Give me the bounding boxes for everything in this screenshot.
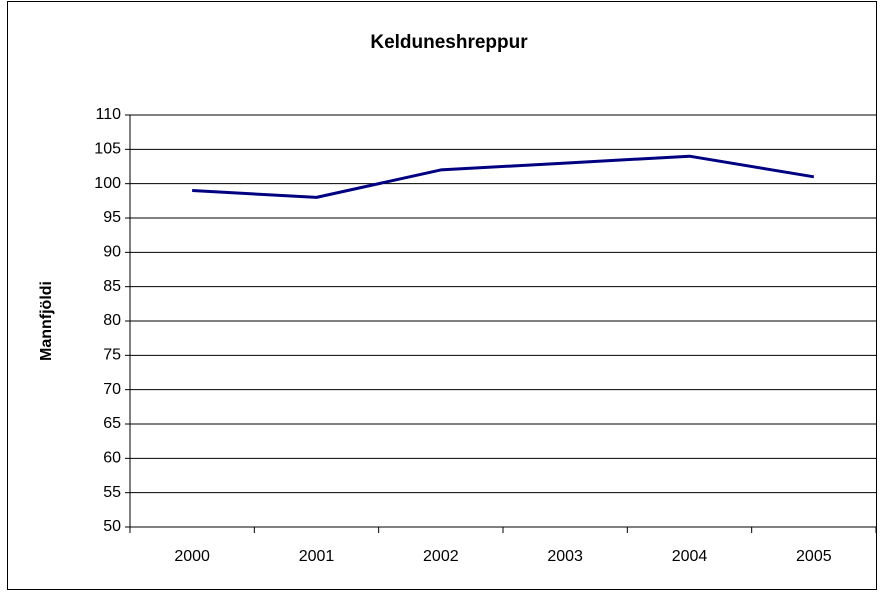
x-tick-label: 2005 (796, 548, 832, 565)
x-tick-label: 2003 (547, 548, 583, 565)
y-tick-label: 75 (103, 347, 121, 364)
y-tick-label: 80 (103, 312, 121, 329)
chart-title: Kelduneshreppur (370, 32, 528, 53)
y-tick-label: 50 (103, 518, 121, 535)
x-tick-label: 2001 (299, 548, 335, 565)
data-line (192, 154, 815, 199)
x-tick-label: 2000 (174, 548, 210, 565)
y-tick-label: 100 (94, 175, 121, 192)
y-tick-label: 55 (103, 484, 121, 501)
y-tick-label: 95 (103, 209, 121, 226)
y-tick-label: 85 (103, 278, 121, 295)
x-tick-label: 2004 (672, 548, 708, 565)
x-tick-label: 2002 (423, 548, 459, 565)
y-tick-label: 110 (95, 106, 121, 123)
y-tick-label: 65 (103, 415, 121, 432)
y-tick-label: 105 (94, 141, 121, 158)
y-tick-label: 60 (103, 450, 121, 467)
chart-frame (7, 1, 877, 590)
y-axis-label: Mannfjöldi (38, 281, 55, 361)
y-tick-label: 70 (103, 381, 121, 398)
y-tick-label: 90 (103, 244, 121, 261)
